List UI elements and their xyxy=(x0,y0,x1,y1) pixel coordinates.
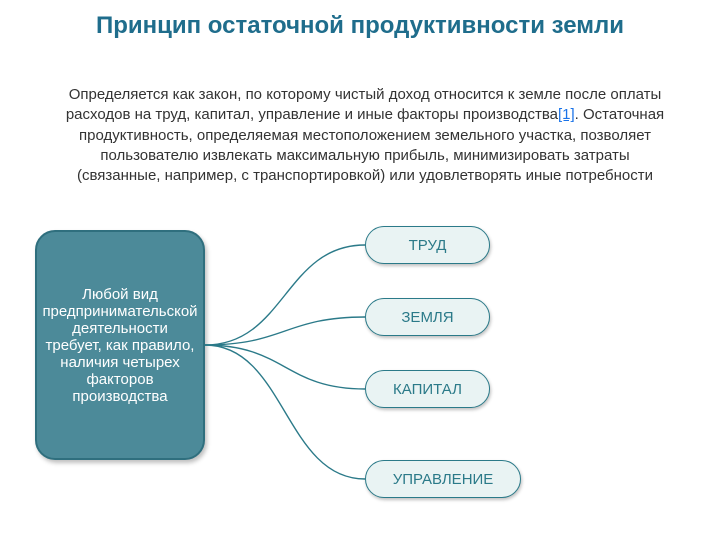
factor-pill-land: ЗЕМЛЯ xyxy=(365,298,490,336)
factor-pill-management: УПРАВЛЕНИЕ xyxy=(365,460,521,498)
factor-pill-capital: КАПИТАЛ xyxy=(365,370,490,408)
page-title: Принцип остаточной продуктивности земли xyxy=(0,12,720,40)
factor-label: ЗЕМЛЯ xyxy=(401,309,453,326)
factor-label: КАПИТАЛ xyxy=(393,381,462,398)
factor-label: ТРУД xyxy=(409,237,447,254)
factor-label: УПРАВЛЕНИЕ xyxy=(393,471,494,488)
factor-pill-labor: ТРУД xyxy=(365,226,490,264)
reference-link[interactable]: [1] xyxy=(558,106,575,123)
source-factors-text: Любой вид предпринимательской деятельнос… xyxy=(42,286,197,405)
body-paragraph: Определяется как закон, по которому чист… xyxy=(60,85,670,186)
source-factors-box: Любой вид предпринимательской деятельнос… xyxy=(35,230,205,460)
